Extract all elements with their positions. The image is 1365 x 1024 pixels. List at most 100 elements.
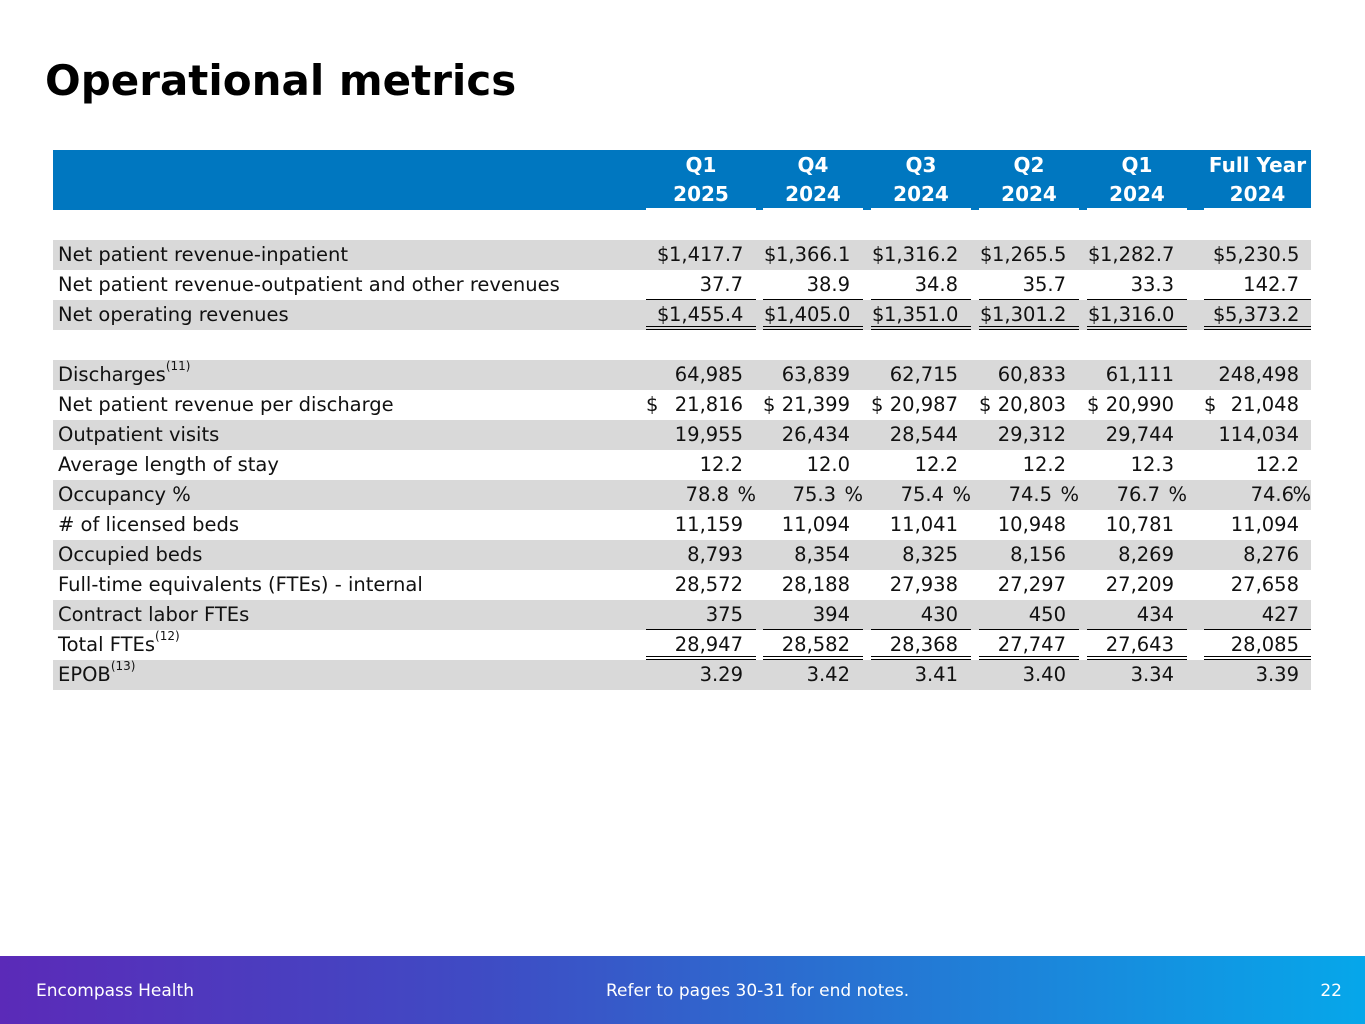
table-cell: 8,276 bbox=[1204, 540, 1311, 570]
cell-value: 8,793 bbox=[687, 543, 743, 566]
dollar-sign: $ bbox=[657, 243, 670, 266]
table-cell: 12.3 bbox=[1087, 450, 1187, 480]
cell-value: 28,368 bbox=[889, 633, 958, 656]
table-cell: 37.7 bbox=[646, 270, 756, 300]
row-label: # of licensed beds bbox=[58, 510, 239, 540]
column-header-year: 2025 bbox=[673, 182, 729, 206]
table-cell: 248,498 bbox=[1204, 360, 1311, 390]
table-cell: 28,947 bbox=[646, 630, 756, 660]
row-label-text: Full-time equivalents (FTEs) - internal bbox=[58, 573, 423, 596]
table-row: # of licensed beds 11,159 11,094 11,041 10,9… bbox=[53, 510, 1311, 540]
column-header: Q4 2024 bbox=[763, 150, 863, 210]
column-header-underline bbox=[763, 208, 863, 210]
cell-value: 20,987 bbox=[889, 393, 958, 416]
table-cell: 28,582 bbox=[763, 630, 863, 660]
table-cell: 33.3 bbox=[1087, 270, 1187, 300]
percent-sign: % bbox=[1168, 483, 1187, 506]
table-cell: 1,316.0 $ bbox=[1087, 300, 1187, 330]
table-cell: 27,747 bbox=[979, 630, 1079, 660]
table-header: Q1 2025 Q4 2024 Q3 2024 Q2 2024 Q1 2024 Full Year 2… bbox=[53, 150, 1311, 210]
table-cell: 27,209 bbox=[1087, 570, 1187, 600]
table-cell: 34.8 bbox=[871, 270, 971, 300]
table-cell: 21,816 $ bbox=[646, 390, 756, 420]
table-cell: 75.4% bbox=[871, 480, 971, 510]
row-label-text: Occupied beds bbox=[58, 543, 203, 566]
table-cell: 21,399 $ bbox=[763, 390, 863, 420]
cell-value: 21,816 bbox=[674, 393, 743, 416]
column-header-underline bbox=[871, 208, 971, 210]
cell-value: 8,325 bbox=[902, 543, 958, 566]
table-cell: 74.6% bbox=[1204, 480, 1311, 510]
table-cell: 29,744 bbox=[1087, 420, 1187, 450]
column-header-period: Q3 bbox=[905, 153, 937, 177]
table-cell: 1,265.5 $ bbox=[979, 240, 1079, 270]
table-cell: 1,455.4 $ bbox=[646, 300, 756, 330]
dollar-sign: $ bbox=[764, 243, 777, 266]
table-row: EPOB(13) 3.29 3.42 3.41 3.40 3.34 3.39 bbox=[53, 659, 1311, 690]
cell-value: 74.5 bbox=[1008, 483, 1052, 506]
cell-value: 142.7 bbox=[1243, 273, 1299, 296]
cell-value: 1,316.2 bbox=[884, 243, 959, 266]
cell-value: 21,399 bbox=[781, 393, 850, 416]
table-cell: 450 bbox=[979, 600, 1079, 630]
column-header: Full Year 2024 bbox=[1204, 150, 1311, 210]
table-row: Average length of stay 12.2 12.0 12.2 12.2 12… bbox=[53, 450, 1311, 480]
percent-sign: % bbox=[1292, 483, 1311, 506]
cell-value: 375 bbox=[705, 603, 743, 626]
column-header-year: 2024 bbox=[1229, 182, 1286, 206]
cell-value: 1,417.7 bbox=[669, 243, 744, 266]
table-cell: 430 bbox=[871, 600, 971, 630]
cell-value: 1,301.2 bbox=[992, 303, 1067, 326]
table-cell: 1,351.0 $ bbox=[871, 300, 971, 330]
page-number: 22 bbox=[1320, 981, 1342, 1001]
row-label-text: Net patient revenue-outpatient and other… bbox=[58, 273, 560, 296]
table-cell: 27,643 bbox=[1087, 630, 1187, 660]
table-cell: 3.34 bbox=[1087, 660, 1187, 690]
table-cell: 26,434 bbox=[763, 420, 863, 450]
row-label: Occupancy % bbox=[58, 480, 191, 510]
cell-value: 28,085 bbox=[1230, 633, 1299, 656]
dollar-sign: $ bbox=[1088, 303, 1101, 326]
cell-value: 3.39 bbox=[1255, 663, 1299, 686]
table-cell: 64,985 bbox=[646, 360, 756, 390]
table-cell: 5,230.5 $ bbox=[1204, 240, 1311, 270]
row-label-text: EPOB bbox=[58, 663, 111, 686]
column-header-period: Q1 bbox=[1121, 153, 1153, 177]
cell-value: 34.8 bbox=[914, 273, 958, 296]
table-cell: 27,938 bbox=[871, 570, 971, 600]
table-cell: 11,159 bbox=[646, 510, 756, 540]
cell-value: 248,498 bbox=[1218, 363, 1299, 386]
table-cell: 12.2 bbox=[979, 450, 1079, 480]
table-cell: 8,269 bbox=[1087, 540, 1187, 570]
percent-sign: % bbox=[737, 483, 756, 506]
table-row: Net patient revenue per discharge 21,816 $… bbox=[53, 390, 1311, 420]
cell-value: 427 bbox=[1261, 603, 1299, 626]
cell-value: 450 bbox=[1028, 603, 1066, 626]
cell-value: 20,803 bbox=[997, 393, 1066, 416]
table-cell: 3.40 bbox=[979, 660, 1079, 690]
row-label: Net patient revenue-outpatient and other… bbox=[58, 270, 560, 300]
cell-value: 75.3 bbox=[792, 483, 836, 506]
footnote-ref: (11) bbox=[165, 359, 191, 373]
table-cell: 3.39 bbox=[1204, 660, 1311, 690]
cell-value: 11,094 bbox=[781, 513, 850, 536]
table-row: Total FTEs(12) 28,947 28,582 28,368 27,747 27… bbox=[53, 629, 1311, 660]
table-row: Full-time equivalents (FTEs) - internal 2… bbox=[53, 570, 1311, 600]
footer-company: Encompass Health bbox=[36, 981, 194, 1001]
cell-value: 5,230.5 bbox=[1225, 243, 1300, 266]
cell-value: 26,434 bbox=[781, 423, 850, 446]
table-cell: 28,085 bbox=[1204, 630, 1311, 660]
table-cell: 35.7 bbox=[979, 270, 1079, 300]
cell-value: 61,111 bbox=[1105, 363, 1174, 386]
cell-value: 20,990 bbox=[1105, 393, 1174, 416]
percent-sign: % bbox=[844, 483, 863, 506]
table-cell: 62,715 bbox=[871, 360, 971, 390]
cell-value: 28,544 bbox=[889, 423, 958, 446]
cell-value: 3.29 bbox=[699, 663, 743, 686]
cell-value: 10,781 bbox=[1105, 513, 1174, 536]
footnote-ref: (12) bbox=[155, 629, 180, 643]
cell-value: 28,188 bbox=[781, 573, 850, 596]
cell-value: 27,643 bbox=[1105, 633, 1174, 656]
table-cell: 11,094 bbox=[1204, 510, 1311, 540]
table-cell: 21,048 $ bbox=[1204, 390, 1311, 420]
